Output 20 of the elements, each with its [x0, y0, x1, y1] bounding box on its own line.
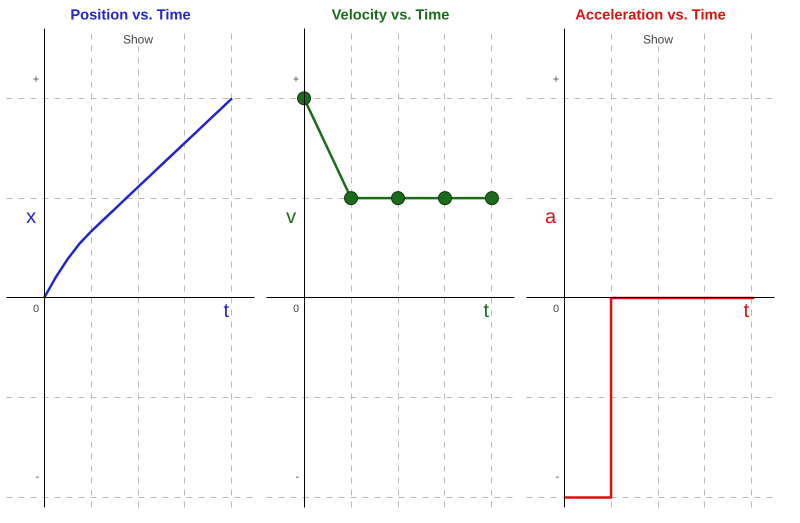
x-axis-title: t	[484, 300, 490, 322]
y-axis-title: v	[286, 206, 296, 228]
y-axis-title: a	[544, 206, 557, 228]
annotation: 0	[553, 302, 560, 315]
y-axis-title: x	[26, 206, 36, 228]
text: -	[296, 471, 300, 484]
text: 0	[293, 302, 300, 315]
text: +	[292, 73, 300, 86]
text: 0	[33, 302, 40, 315]
chart-title: Acceleration vs. Time	[575, 8, 726, 24]
chart-title: Position vs. Time	[70, 8, 191, 24]
x-axis-title: t	[224, 300, 230, 322]
text: Show	[643, 32, 674, 46]
text: +	[552, 73, 560, 86]
x-axis-title: t	[744, 300, 750, 322]
text: Show	[123, 32, 154, 46]
text: +	[32, 73, 40, 86]
chart-title: Velocity vs. Time	[332, 8, 450, 24]
annotation: -	[556, 471, 560, 484]
text: -	[36, 471, 40, 484]
